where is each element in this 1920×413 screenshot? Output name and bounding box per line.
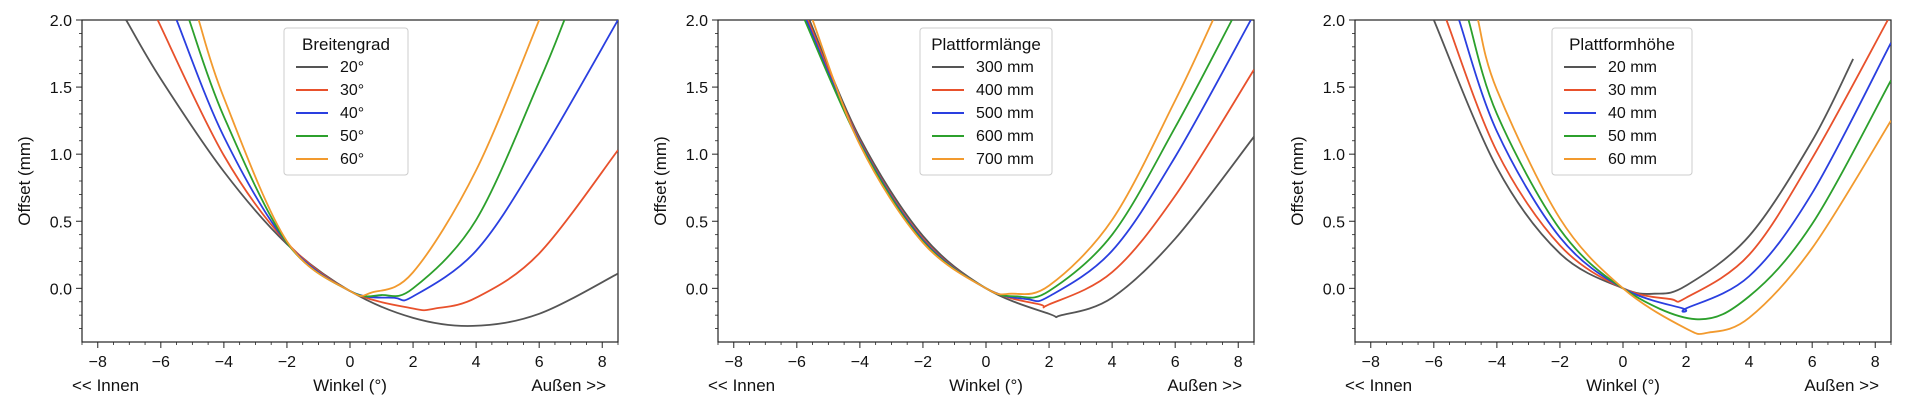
legend-label: 400 mm [976, 82, 1034, 99]
series-line-1 [808, 20, 1254, 319]
y-tick-label: 2.0 [1323, 13, 1345, 30]
legend-label: 50 mm [1608, 128, 1657, 145]
legend-label: 40 mm [1608, 105, 1657, 122]
series-line-4 [803, 20, 1233, 299]
y-tick-label: 1.0 [50, 147, 72, 164]
x-tick-label: −2 [278, 354, 296, 371]
x-tick-label: −4 [851, 354, 869, 371]
x-tick-label: −4 [215, 354, 233, 371]
legend-label: 60 mm [1608, 151, 1657, 168]
legend-title: Breitengrad [302, 35, 390, 54]
x-tick-label: 6 [1171, 354, 1180, 371]
y-axis-title: Offset (mm) [1288, 136, 1307, 225]
x-tick-label: 0 [1619, 354, 1628, 371]
x-tick-label: 2 [409, 354, 418, 371]
x-axis-left-note: << Innen [708, 376, 775, 395]
x-tick-label: −8 [1362, 354, 1380, 371]
x-axis-title: Winkel (°) [1586, 376, 1660, 395]
legend-label: 50° [340, 128, 364, 145]
y-tick-label: 1.5 [686, 80, 708, 97]
y-tick-label: 1.5 [1323, 80, 1345, 97]
x-axis-left-note: << Innen [72, 376, 139, 395]
series-line-4 [188, 20, 566, 298]
x-axis-right-note: Außen >> [1167, 376, 1242, 395]
x-tick-label: −6 [788, 354, 806, 371]
legend-label: 30 mm [1608, 82, 1657, 99]
x-axis-title: Winkel (°) [949, 376, 1023, 395]
y-tick-label: 1.0 [1323, 147, 1345, 164]
legend-label: 600 mm [976, 128, 1034, 145]
legend-label: 300 mm [976, 59, 1034, 76]
legend: Plattformlänge 300 mm 400 mm 500 mm 600 mm 70… [919, 27, 1053, 176]
x-tick-label: 8 [598, 354, 607, 371]
legend-label: 30° [340, 82, 364, 99]
legend: Breitengrad 20° 30° 40° 50° 60° [283, 27, 409, 176]
chart-panel-1: −8 −6 −4 −2 0 2 4 6 8 0.0 0.5 1.0 1.5 2.0 Winkel (°) <<… [15, 13, 619, 395]
legend-box [283, 27, 409, 176]
series-line-2 [156, 20, 618, 312]
series-line-5 [197, 20, 541, 297]
series-line-3 [1458, 20, 1891, 313]
x-tick-label: 8 [1871, 354, 1880, 371]
y-tick-label: 0.5 [50, 214, 72, 231]
x-tick-label: 8 [1234, 354, 1243, 371]
legend-label: 40° [340, 105, 364, 122]
y-tick-label: 1.5 [50, 80, 72, 97]
x-tick-label: 2 [1045, 354, 1054, 371]
y-axis-title: Offset (mm) [651, 136, 670, 225]
series-line-4 [1467, 20, 1891, 321]
x-tick-label: 6 [1808, 354, 1817, 371]
chart-panel-2: −8 −6 −4 −2 0 2 4 6 8 0.0 0.5 1.0 1.5 2.0 Winkel (°) <<… [651, 13, 1255, 395]
x-tick-label: −6 [152, 354, 170, 371]
x-tick-label: −8 [89, 354, 107, 371]
y-tick-label: 0.0 [1323, 281, 1345, 298]
y-tick-label: 0.0 [50, 281, 72, 298]
legend-label: 20° [340, 59, 364, 76]
x-tick-label: 4 [1745, 354, 1754, 371]
x-tick-label: 4 [472, 354, 481, 371]
y-tick-label: 0.5 [686, 214, 708, 231]
y-tick-label: 0.0 [686, 281, 708, 298]
series-line-5 [811, 20, 1214, 296]
x-tick-label: 2 [1682, 354, 1691, 371]
x-axis-right-note: Außen >> [531, 376, 606, 395]
series-group [1432, 20, 1891, 335]
x-tick-label: −2 [914, 354, 932, 371]
series-group [803, 20, 1254, 319]
series-line-1 [1432, 20, 1854, 295]
x-tick-label: −6 [1425, 354, 1443, 371]
x-tick-label: −8 [725, 354, 743, 371]
legend-box [919, 27, 1053, 176]
legend-label: 500 mm [976, 105, 1034, 122]
x-tick-label: −4 [1488, 354, 1506, 371]
series-group [125, 20, 618, 327]
series-line-2 [1445, 20, 1889, 303]
legend: Plattformhöhe 20 mm 30 mm 40 mm 50 mm 60 mm [1551, 27, 1693, 176]
x-axis-title: Winkel (°) [313, 376, 387, 395]
x-tick-label: 0 [982, 354, 991, 371]
y-tick-label: 1.0 [686, 147, 708, 164]
legend-label: 20 mm [1608, 59, 1657, 76]
x-axis-left-note: << Innen [1345, 376, 1412, 395]
x-tick-label: 6 [535, 354, 544, 371]
series-line-5 [1477, 20, 1891, 335]
legend-title: Plattformlänge [931, 35, 1041, 54]
legend-title: Plattformhöhe [1569, 35, 1675, 54]
y-tick-label: 2.0 [686, 13, 708, 30]
chart-panel-3: −8 −6 −4 −2 0 2 4 6 8 0.0 0.5 1.0 1.5 2.0 Winkel (°) <<… [1288, 13, 1892, 395]
x-tick-label: 4 [1108, 354, 1117, 371]
legend-label: 60° [340, 151, 364, 168]
legend-label: 700 mm [976, 151, 1034, 168]
x-tick-label: 0 [346, 354, 355, 371]
x-tick-label: −2 [1551, 354, 1569, 371]
legend-box [1551, 27, 1693, 176]
series-line-3 [175, 20, 618, 302]
y-tick-label: 2.0 [50, 13, 72, 30]
x-axis-right-note: Außen >> [1804, 376, 1879, 395]
y-axis-title: Offset (mm) [15, 136, 34, 225]
y-tick-label: 0.5 [1323, 214, 1345, 231]
